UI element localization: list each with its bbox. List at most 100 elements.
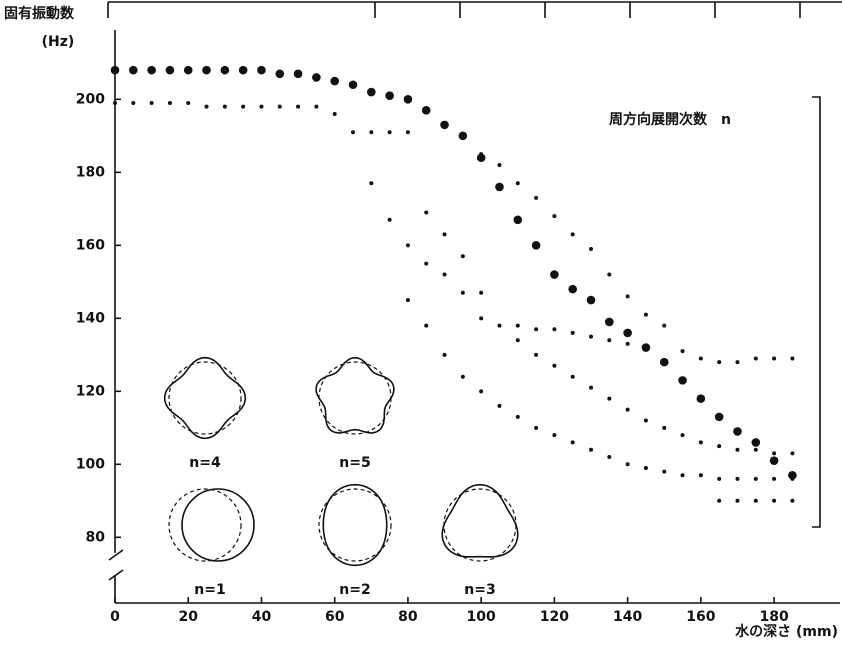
data-point [589, 246, 594, 251]
data-point [513, 215, 523, 225]
x-tick-label: 60 [325, 609, 345, 625]
data-point [678, 376, 687, 385]
data-point [241, 104, 246, 109]
data-point [497, 323, 502, 328]
data-point [607, 396, 612, 401]
data-point [515, 338, 520, 343]
data-point [643, 418, 648, 423]
x-axis-label: 水の深さ (mm) [735, 623, 838, 640]
data-point [515, 323, 520, 328]
data-point [387, 130, 392, 135]
data-point [607, 455, 612, 460]
y-tick-label: 180 [76, 164, 105, 180]
data-point [552, 363, 557, 368]
data-point [442, 272, 447, 277]
data-point [442, 352, 447, 357]
mode-shape [315, 356, 395, 434]
data-point [131, 100, 136, 105]
data-point [479, 316, 484, 321]
mode-label: n=2 [339, 582, 370, 598]
data-point [772, 476, 777, 481]
mode-reference [168, 361, 242, 435]
data-point [421, 105, 431, 115]
data-point [589, 447, 594, 452]
data-point [147, 65, 156, 75]
data-point [369, 181, 374, 186]
data-point [405, 130, 410, 135]
data-point [165, 65, 175, 75]
data-point [772, 451, 777, 456]
data-point [275, 69, 285, 79]
data-point [589, 385, 594, 390]
mode-label: n=3 [464, 582, 495, 598]
data-point [769, 456, 779, 465]
data-point [790, 356, 795, 361]
data-point [552, 327, 557, 332]
data-point [534, 352, 539, 357]
data-point [698, 473, 703, 478]
bracket [812, 96, 821, 528]
data-point [460, 254, 465, 259]
data-point [495, 182, 504, 192]
data-point [385, 91, 394, 100]
data-point [424, 323, 429, 328]
data-point [662, 425, 667, 430]
mode-reference [168, 488, 242, 562]
data-point [570, 440, 575, 445]
data-point [515, 414, 520, 419]
table-fragment [107, 1, 842, 18]
mode-reference [443, 488, 517, 562]
data-point [351, 130, 356, 135]
x-tick-label: 80 [398, 609, 418, 625]
data-point [733, 427, 742, 436]
data-point [113, 100, 117, 105]
data-point [204, 104, 209, 109]
data-point [367, 87, 376, 97]
x-tick-label: 180 [759, 609, 788, 625]
data-point [717, 360, 722, 365]
data-point [625, 294, 630, 299]
data-point [479, 152, 484, 157]
data-point [570, 330, 575, 335]
data-point [479, 389, 484, 394]
data-point [424, 261, 429, 266]
mode-label: n=4 [189, 455, 221, 471]
data-point [149, 100, 154, 105]
data-point [735, 476, 740, 481]
data-point [605, 317, 614, 327]
mode-reference [318, 488, 392, 562]
data-point [717, 498, 722, 503]
x-tick-label: 100 [467, 609, 496, 625]
data-point [369, 130, 374, 135]
data-point [790, 476, 795, 481]
data-point [570, 232, 575, 237]
data-point [607, 338, 612, 343]
axis-break [108, 549, 124, 581]
data-point [586, 295, 596, 305]
data-point [497, 163, 502, 168]
y-tick-label: 100 [76, 456, 105, 472]
data-point [476, 153, 486, 163]
y-tick-label: 160 [76, 237, 105, 253]
data-point [220, 65, 230, 75]
data-point [497, 403, 502, 408]
data-point [186, 100, 191, 105]
mode-shape [163, 356, 247, 440]
data-point [753, 476, 758, 481]
x-tick-label: 160 [686, 609, 715, 625]
data-point [589, 334, 594, 339]
data-point [332, 111, 337, 116]
mode-shape [322, 483, 388, 567]
data-point [167, 100, 172, 105]
data-point [314, 104, 319, 109]
chart-title: 固有振動数 [4, 5, 75, 22]
data-point [680, 473, 685, 478]
data-point [625, 341, 630, 346]
data-point [296, 104, 301, 109]
data-point [680, 433, 685, 438]
y-unit: (Hz) [42, 34, 75, 50]
data-point [643, 312, 648, 317]
data-point [659, 357, 669, 367]
mode-label: n=5 [339, 455, 370, 471]
